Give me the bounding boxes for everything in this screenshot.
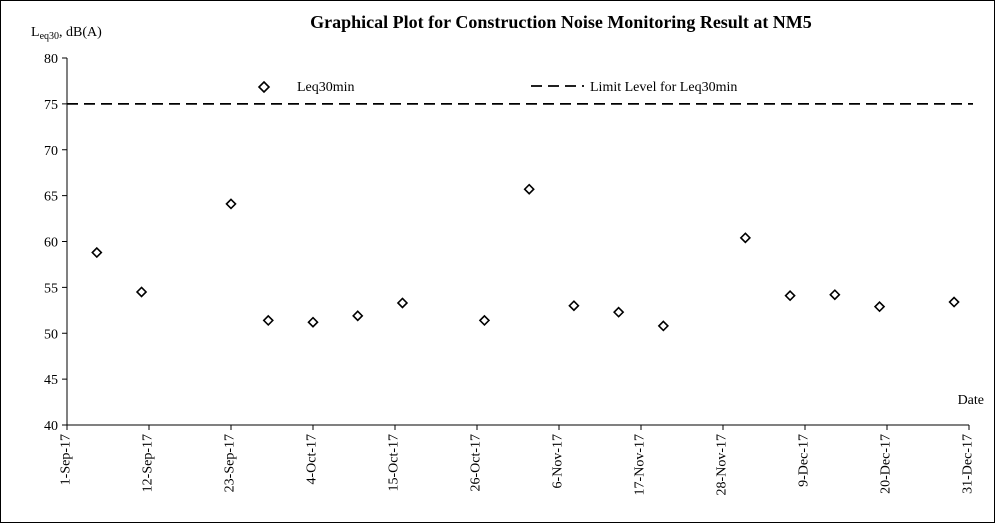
- x-tick-label: 4-Oct-17: [305, 434, 320, 485]
- y-axis-label: Leq30, dB(A): [31, 25, 102, 42]
- y-axis-label-rest: , dB(A): [59, 25, 102, 40]
- x-tick-label: 9-Dec-17: [797, 434, 812, 487]
- x-tick-label: 6-Nov-17: [551, 434, 566, 488]
- axes: 40 45 50 55 60 65 70 75 80 1-Sep-17 12-Sep-17 23-Se…: [44, 52, 976, 495]
- data-point-diamond: [478, 314, 491, 327]
- legend: Leq30min Limit Level for Leq30min: [257, 80, 737, 95]
- y-tick-label: 40: [44, 419, 58, 434]
- y-axis-label-main: L: [31, 25, 40, 40]
- data-point-diamond: [784, 290, 796, 302]
- x-tick-label: 12-Sep-17: [141, 434, 156, 492]
- y-axis-label-sub: eq30: [40, 31, 59, 42]
- data-point-diamond: [613, 306, 625, 318]
- y-tick-label: 60: [44, 236, 58, 251]
- legend-label-series: Leq30min: [297, 80, 355, 95]
- y-tick-label: 55: [44, 281, 58, 296]
- x-axis-label: Date: [958, 393, 984, 408]
- data-point-diamond: [352, 310, 364, 322]
- x-tick-label: 1-Sep-17: [59, 434, 74, 485]
- data-point-diamond: [829, 289, 841, 301]
- y-tick-label: 65: [44, 190, 58, 205]
- data-point-diamond: [657, 320, 669, 332]
- data-point-diamond: [135, 286, 148, 298]
- data-point-diamond: [948, 296, 960, 308]
- y-tick-label: 80: [44, 52, 58, 67]
- x-tick-label: 28-Nov-17: [715, 434, 730, 495]
- legend-label-limit: Limit Level for Leq30min: [590, 80, 737, 95]
- x-tick-label: 17-Nov-17: [633, 434, 648, 495]
- x-tick-label: 15-Oct-17: [387, 434, 402, 492]
- data-point-diamond: [523, 183, 535, 195]
- x-tick-label: 20-Dec-17: [879, 434, 894, 494]
- legend-marker-diamond: [257, 80, 271, 94]
- x-tick-label: 26-Oct-17: [469, 434, 484, 492]
- data-point-diamond: [91, 246, 103, 259]
- y-tick-label: 75: [44, 98, 58, 113]
- data-point-diamond: [739, 232, 751, 244]
- x-tick-label: 31-Dec-17: [961, 434, 976, 494]
- y-tick-label: 70: [44, 144, 58, 159]
- data-point-diamond: [873, 301, 886, 313]
- data-point-diamond: [568, 300, 580, 312]
- y-tick-label: 45: [44, 373, 58, 388]
- data-point-diamond: [262, 314, 274, 327]
- chart-title: Graphical Plot for Construction Noise Mo…: [310, 12, 812, 32]
- y-tick-label: 50: [44, 327, 58, 342]
- data-point-diamond: [225, 198, 237, 210]
- data-point-diamond: [307, 316, 319, 328]
- data-points: [91, 183, 960, 332]
- x-tick-label: 23-Sep-17: [223, 434, 238, 492]
- data-point-diamond: [396, 297, 409, 309]
